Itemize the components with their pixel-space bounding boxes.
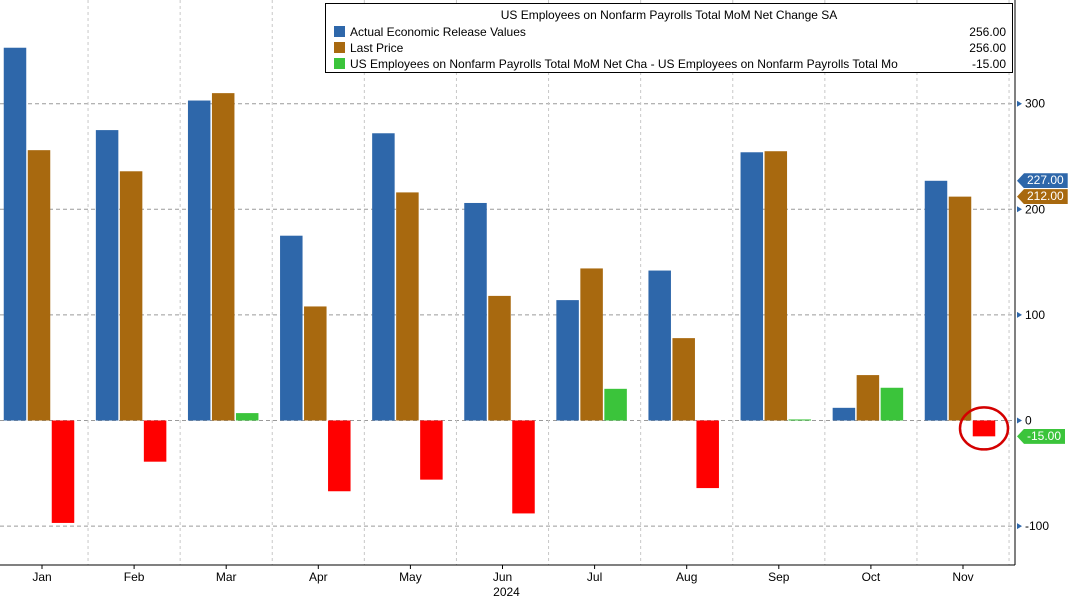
legend-value-actual: 256.00 <box>969 25 1006 39</box>
bar-0-aug <box>648 270 671 421</box>
bar-2-may <box>420 420 443 480</box>
bar-1-apr <box>304 306 327 421</box>
bar-2-apr <box>328 420 351 492</box>
y-tick-label-1: 200 <box>1025 202 1045 216</box>
bar-1-may <box>396 192 419 421</box>
bar-2-sep <box>788 419 812 421</box>
bar-0-jun <box>464 202 487 421</box>
bar-0-mar <box>187 100 211 421</box>
value-badge-1: 212.00 <box>1017 189 1068 205</box>
y-tick-marker-1 <box>1017 206 1022 213</box>
legend-label-difference: US Employees on Nonfarm Payrolls Total M… <box>350 57 898 71</box>
x-tick-label-aug: Aug <box>676 570 697 584</box>
bar-1-mar <box>211 93 235 421</box>
y-tick-marker-2 <box>1017 311 1022 318</box>
x-tick-label-apr: Apr <box>309 570 328 584</box>
x-year-label: 2024 <box>493 585 520 599</box>
x-tick-label-jun: Jun <box>493 570 512 584</box>
x-tick-label-jul: Jul <box>587 570 602 584</box>
highlight-circle <box>958 406 1010 451</box>
bar-2-mar <box>235 413 259 421</box>
bar-2-jul <box>604 388 627 421</box>
bar-2-jan <box>51 420 75 523</box>
bar-2-nov <box>972 420 996 437</box>
x-tick-label-mar: Mar <box>216 570 237 584</box>
grid <box>0 0 1015 565</box>
y-tick-label-4: -100 <box>1025 519 1049 533</box>
bar-1-jun <box>488 295 511 421</box>
bar-0-feb <box>95 130 119 421</box>
bar-1-nov <box>948 196 972 421</box>
legend-value-last-price: 256.00 <box>969 41 1006 55</box>
highlight <box>958 406 1010 451</box>
bar-2-oct <box>880 387 904 421</box>
bar-1-oct <box>856 375 880 421</box>
legend-swatch-last-price <box>334 42 345 53</box>
bar-1-jul <box>580 268 603 421</box>
legend-label-last-price: Last Price <box>350 41 404 55</box>
bar-1-sep <box>764 151 788 421</box>
legend-label-actual: Actual Economic Release Values <box>350 25 526 39</box>
bar-0-sep <box>740 152 764 421</box>
y-tick-label-2: 100 <box>1025 308 1045 322</box>
y-tick-label-3: 0 <box>1025 414 1032 428</box>
bar-2-feb <box>143 420 167 462</box>
bars <box>3 47 996 523</box>
value-badge-0: 227.00 <box>1017 173 1068 189</box>
legend: US Employees on Nonfarm Payrolls Total M… <box>325 3 1013 73</box>
x-tick-label-oct: Oct <box>862 570 881 584</box>
bar-2-aug <box>696 420 719 489</box>
y-tick-marker-4 <box>1017 523 1022 530</box>
bar-1-jan <box>27 150 51 421</box>
axes: 300 200 100 0 -100 Jan Feb Mar Apr May Jun Jul Aug Se… <box>0 0 1049 599</box>
bar-2-jun <box>512 420 535 514</box>
chart-title: US Employees on Nonfarm Payrolls Total M… <box>500 8 838 22</box>
value-badge-2: -15.00 <box>1017 428 1066 444</box>
bar-0-jul <box>556 300 579 421</box>
x-tick-label-sep: Sep <box>768 570 790 584</box>
legend-swatch-actual <box>334 26 345 37</box>
y-tick-label-0: 300 <box>1025 97 1045 111</box>
legend-swatch-difference <box>334 58 345 69</box>
bar-0-may <box>372 133 395 421</box>
legend-entry-last-price: Last Price 256.00 <box>334 40 1006 56</box>
bar-0-jan <box>3 47 27 421</box>
legend-entry-difference: US Employees on Nonfarm Payrolls Total M… <box>334 56 1006 72</box>
bar-0-apr <box>280 235 303 421</box>
legend-value-difference: -15.00 <box>971 57 1006 71</box>
y-tick-marker-3 <box>1017 417 1022 424</box>
bar-1-aug <box>672 338 695 421</box>
bar-0-nov <box>924 180 948 421</box>
y-tick-marker-0 <box>1017 100 1022 107</box>
x-tick-label-may: May <box>399 570 422 584</box>
x-tick-label-feb: Feb <box>124 570 145 584</box>
x-tick-label-jan: Jan <box>32 570 51 584</box>
x-tick-label-nov: Nov <box>952 570 973 584</box>
bar-1-feb <box>119 171 143 421</box>
bar-0-oct <box>832 407 856 421</box>
legend-entry-actual: Actual Economic Release Values 256.00 <box>334 24 1006 40</box>
